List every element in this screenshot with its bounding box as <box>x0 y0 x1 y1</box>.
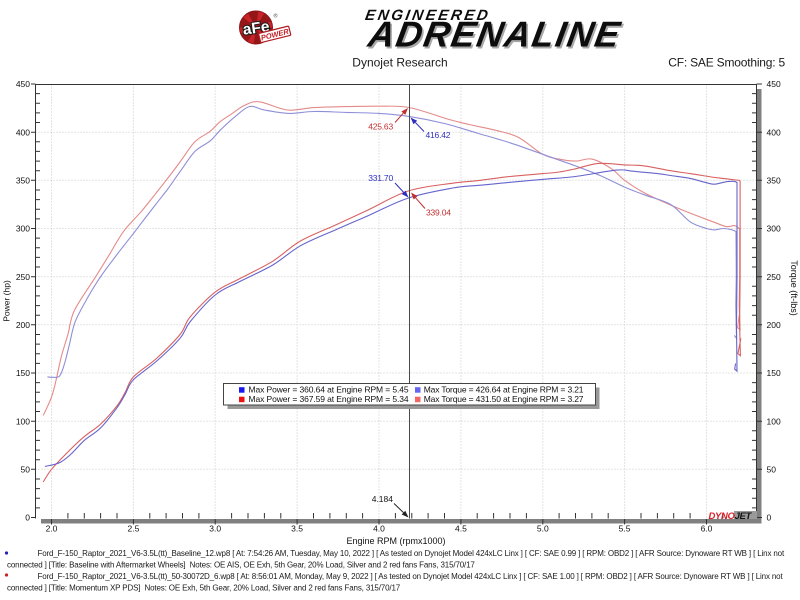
svg-text:450: 450 <box>16 79 30 89</box>
svg-text:425.63: 425.63 <box>368 122 393 132</box>
svg-text:®: ® <box>274 13 278 20</box>
svg-text:2.0: 2.0 <box>46 524 58 534</box>
svg-text:2.5: 2.5 <box>127 524 139 534</box>
svg-text:50: 50 <box>767 465 777 475</box>
svg-text:connected ] [Title: Baseline w: connected ] [Title: Baseline with Afterm… <box>7 561 475 570</box>
svg-text:Max Torque = 431.50 at Engine: Max Torque = 431.50 at Engine RPM = 3.27 <box>424 394 584 404</box>
svg-text:200: 200 <box>767 320 781 330</box>
svg-text:ENGINEERED: ENGINEERED <box>364 7 492 24</box>
svg-text:CF: SAE Smoothing: 5: CF: SAE Smoothing: 5 <box>668 56 785 70</box>
svg-text:350: 350 <box>16 176 30 186</box>
svg-text:0: 0 <box>767 513 772 523</box>
svg-text:450: 450 <box>767 79 781 89</box>
svg-text:5.0: 5.0 <box>537 524 549 534</box>
svg-text:3.0: 3.0 <box>209 524 221 534</box>
svg-text:200: 200 <box>16 320 30 330</box>
svg-text:4.0: 4.0 <box>373 524 385 534</box>
svg-text:ADRENALINE: ADRENALINE <box>364 14 624 55</box>
svg-text:0: 0 <box>25 513 30 523</box>
svg-text:Engine RPM (rpmx1000): Engine RPM (rpmx1000) <box>346 536 445 546</box>
svg-text:Torque (ft-lbs): Torque (ft-lbs) <box>789 260 799 316</box>
svg-text:3.5: 3.5 <box>291 524 303 534</box>
svg-text:50: 50 <box>21 465 31 475</box>
svg-text:150: 150 <box>16 368 30 378</box>
svg-text:300: 300 <box>767 224 781 234</box>
svg-text:DYNOJET: DYNOJET <box>709 511 753 522</box>
svg-text:300: 300 <box>16 224 30 234</box>
svg-text:Max Power = 360.64 at Engine R: Max Power = 360.64 at Engine RPM = 5.45 <box>249 385 409 395</box>
svg-text:Ford_F-150_Raptor_2021_V6-3.5L: Ford_F-150_Raptor_2021_V6-3.5L(tt)_50-30… <box>38 572 784 581</box>
svg-text:Dynojet Research: Dynojet Research <box>352 56 447 70</box>
svg-text:100: 100 <box>767 416 781 426</box>
svg-text:5.5: 5.5 <box>619 524 631 534</box>
svg-text:331.70: 331.70 <box>368 173 393 183</box>
svg-text:100: 100 <box>16 416 30 426</box>
svg-text:Max Torque = 426.64 at Engine: Max Torque = 426.64 at Engine RPM = 3.21 <box>424 385 584 395</box>
svg-text:Ford_F-150_Raptor_2021_V6-3.5L: Ford_F-150_Raptor_2021_V6-3.5L(tt)_Basel… <box>38 549 785 558</box>
svg-text:250: 250 <box>767 272 781 282</box>
svg-text:339.04: 339.04 <box>426 208 451 218</box>
svg-text:ADRENALINE: ADRENALINE <box>366 16 626 57</box>
svg-text:4.5: 4.5 <box>455 524 467 534</box>
svg-text:150: 150 <box>767 368 781 378</box>
svg-text:400: 400 <box>16 127 30 137</box>
svg-text:416.42: 416.42 <box>426 130 451 140</box>
svg-text:connected ] [Title: Momentum X: connected ] [Title: Momentum XP PDS] Not… <box>7 584 401 593</box>
svg-text:Max Power = 367.59 at Engine R: Max Power = 367.59 at Engine RPM = 5.34 <box>249 394 409 404</box>
svg-text:350: 350 <box>767 176 781 186</box>
svg-text:250: 250 <box>16 272 30 282</box>
svg-text:6.0: 6.0 <box>701 524 713 534</box>
svg-text:4.184: 4.184 <box>372 494 394 504</box>
svg-text:Power (hp): Power (hp) <box>2 280 12 322</box>
svg-text:400: 400 <box>767 127 781 137</box>
